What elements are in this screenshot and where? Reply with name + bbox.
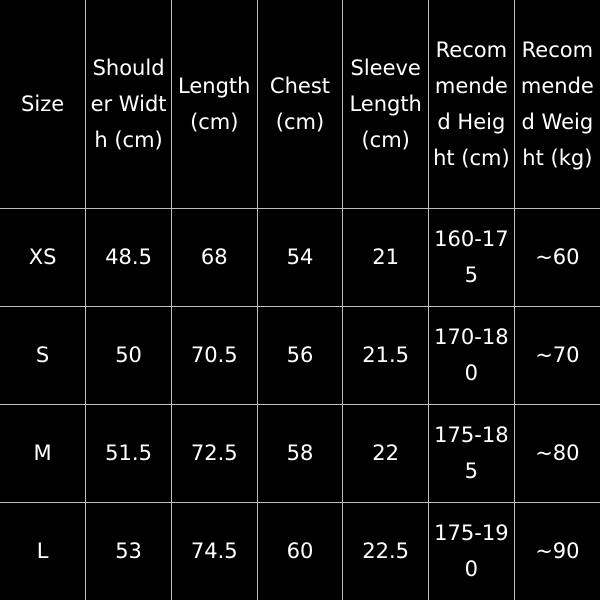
cell-size: L — [0, 501, 87, 600]
cell-recommended-weight: ~60 — [513, 207, 600, 307]
cell-size: M — [0, 403, 87, 503]
header-shoulder-width: Shoulder Width (cm) — [85, 0, 172, 209]
cell-sleeve-length: 21 — [342, 207, 430, 307]
table-row: L 53 74.5 60 22.5 175-190 ~90 — [0, 501, 600, 600]
cell-shoulder-width: 50 — [85, 305, 172, 405]
header-recommended-weight: Recommended Weight (kg) — [513, 0, 600, 209]
cell-shoulder-width: 51.5 — [85, 403, 172, 503]
cell-sleeve-length: 21.5 — [342, 305, 430, 405]
cell-chest: 56 — [256, 305, 344, 405]
cell-recommended-height: 175-185 — [428, 403, 515, 503]
header-chest: Chest (cm) — [256, 0, 344, 209]
header-row: Size Shoulder Width (cm) Length (cm) Che… — [0, 0, 600, 209]
cell-size: XS — [0, 207, 87, 307]
cell-length: 70.5 — [170, 305, 258, 405]
cell-length: 68 — [170, 207, 258, 307]
cell-size: S — [0, 305, 87, 405]
cell-shoulder-width: 48.5 — [85, 207, 172, 307]
header-sleeve-length: Sleeve Length (cm) — [342, 0, 430, 209]
cell-chest: 54 — [256, 207, 344, 307]
cell-length: 72.5 — [170, 403, 258, 503]
header-recommended-height: Recommended Height (cm) — [428, 0, 515, 209]
cell-sleeve-length: 22 — [342, 403, 430, 503]
cell-recommended-height: 170-180 — [428, 305, 515, 405]
cell-recommended-weight: ~80 — [513, 403, 600, 503]
cell-chest: 58 — [256, 403, 344, 503]
cell-sleeve-length: 22.5 — [342, 501, 430, 600]
header-length: Length (cm) — [170, 0, 258, 209]
cell-recommended-weight: ~90 — [513, 501, 600, 600]
table-row: S 50 70.5 56 21.5 170-180 ~70 — [0, 305, 600, 405]
header-size: Size — [0, 0, 87, 209]
cell-chest: 60 — [256, 501, 344, 600]
table-row: M 51.5 72.5 58 22 175-185 ~80 — [0, 403, 600, 503]
table-row: XS 48.5 68 54 21 160-175 ~60 — [0, 207, 600, 307]
cell-length: 74.5 — [170, 501, 258, 600]
cell-recommended-height: 175-190 — [428, 501, 515, 600]
cell-recommended-weight: ~70 — [513, 305, 600, 405]
cell-recommended-height: 160-175 — [428, 207, 515, 307]
cell-shoulder-width: 53 — [85, 501, 172, 600]
